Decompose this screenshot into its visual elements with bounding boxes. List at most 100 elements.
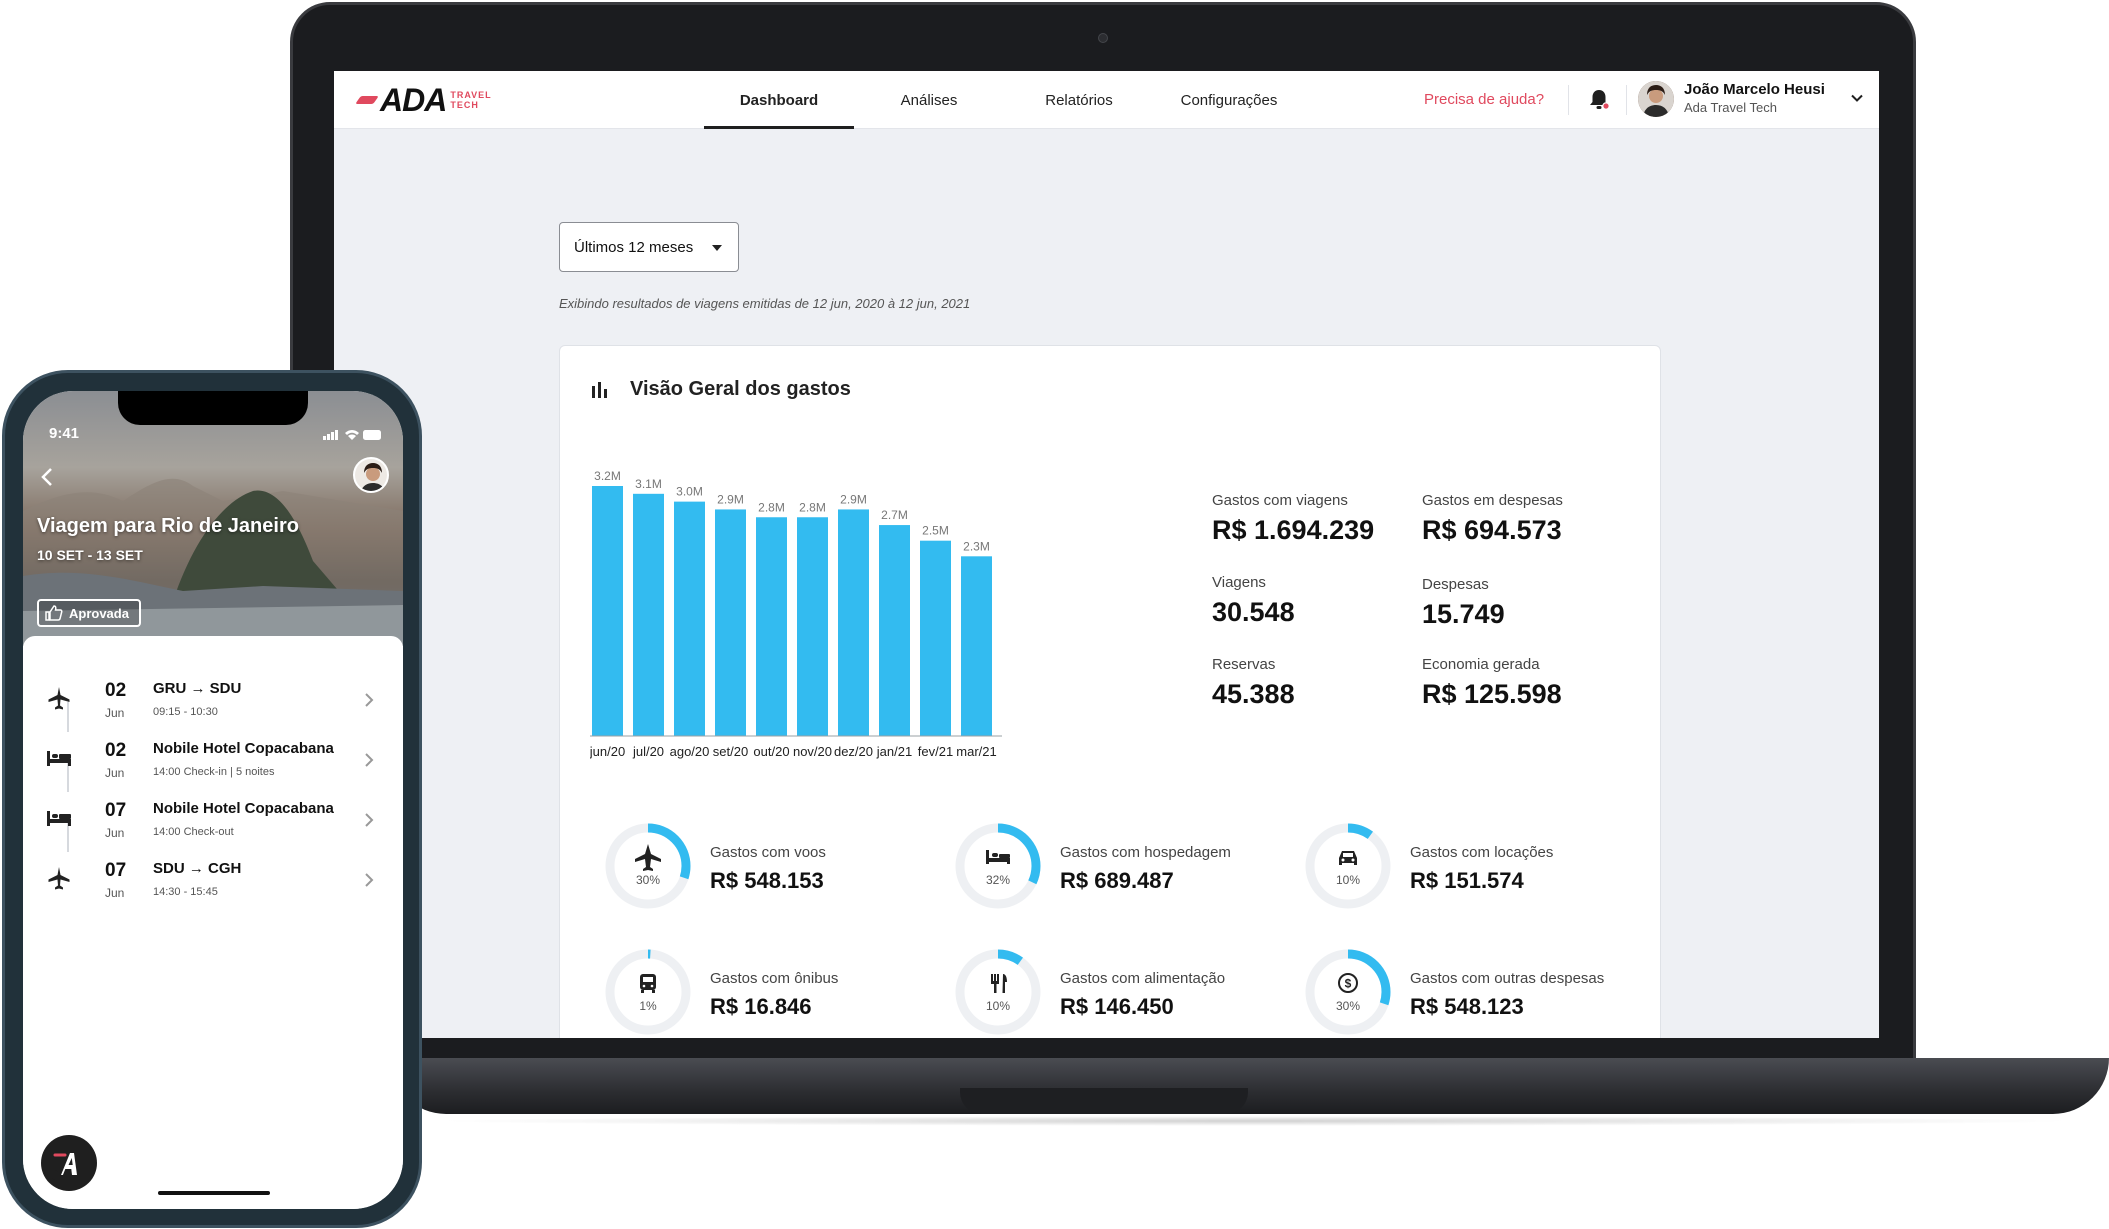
bar-jul/20[interactable] [633,493,664,736]
card-title: Visão Geral dos gastos [630,378,851,400]
stat-reservas: Reservas 45.388 [1212,656,1295,710]
itinerary-item[interactable]: 07 Jun SDU → CGH 14:30 - 15:45 [23,842,403,922]
bar-value-label: 2.8M [758,500,785,514]
help-link[interactable]: Precisa de ajuda? [1424,91,1545,108]
top-navigation: ADA TRAVEL TECH Dashboard Análises Relat… [334,71,1879,129]
item-day: 07 [105,860,127,881]
donut-arc [1305,823,1391,909]
category-value: R$ 548.153 [710,868,824,893]
donut-arc [605,823,691,909]
bar-set/20[interactable] [715,509,746,736]
trip-hero-image: 9:41 Viagem para Rio de Janeiro 10 SET -… [23,391,403,646]
item-subtitle: 14:30 - 15:45 [153,886,218,898]
item-day: 02 [105,680,127,701]
stat-label: Despesas [1422,576,1489,593]
x-tick-label: fev/21 [918,744,953,759]
category-label: Gastos com ônibus [710,970,839,987]
bar-jan/21[interactable] [879,525,910,736]
x-tick-label: dez/20 [834,744,873,759]
trip-dates: 10 SET - 13 SET [37,547,143,563]
item-month: Jun [105,826,125,840]
stat-label: Reservas [1212,656,1276,673]
x-tick-label: ago/20 [670,744,710,759]
bar-nov/20[interactable] [797,517,828,736]
logo-mark-icon [355,96,379,104]
tab-relatorios[interactable]: Relatórios [1045,91,1113,109]
logo-subtitle-line-1: TRAVEL [450,90,492,100]
item-title: Nobile Hotel Copacabana [153,800,334,817]
dashboard-screen: ADA TRAVEL TECH Dashboard Análises Relat… [334,71,1879,1038]
donut-onibus: 1% [605,949,691,1035]
bar-dez/20[interactable] [838,509,869,736]
category-label: Gastos com hospedagem [1060,844,1231,861]
item-subtitle: 14:00 Check-out [153,826,234,838]
period-note: Exibindo resultados de viagens emitidas … [559,296,971,311]
stat-label: Economia gerada [1422,656,1540,673]
laptop-shadow [430,1116,2080,1126]
phone-notch [118,391,308,425]
cutlery-icon [991,974,1007,993]
bar-out/20[interactable] [756,517,787,736]
category-label: Gastos com voos [710,844,826,861]
logo[interactable]: ADA TRAVEL TECH [355,81,492,118]
bar-ago/20[interactable] [674,501,705,736]
stat-value: R$ 125.598 [1422,679,1562,709]
stat-label: Viagens [1212,574,1266,591]
sugarloaf-mountain-image [23,478,403,646]
donut-percent: 30% [636,873,660,887]
item-title: SDU → CGH [153,860,242,877]
category-alimentacao: 10% Gastos com alimentação R$ 146.450 [952,946,1292,1038]
thumbs-up-icon [45,605,63,621]
chevron-right-icon [365,753,374,767]
bed-icon [986,850,1010,864]
period-select[interactable]: Últimos 12 meses [559,222,739,272]
x-tick-label: set/20 [713,744,748,759]
itinerary-item[interactable]: 02 Jun GRU → SDU 09:15 - 10:30 [23,662,403,742]
status-badge-label: Aprovada [69,605,129,621]
tab-dashboard[interactable]: Dashboard [704,71,854,129]
donut-outras-despesas: $ 30% [1305,949,1391,1035]
bar-value-label: 2.5M [922,524,949,538]
stat-despesas: Despesas 15.749 [1422,576,1505,630]
bed-icon [47,811,71,826]
chevron-down-icon[interactable] [1850,91,1864,105]
bar-jun/20[interactable] [592,486,623,736]
item-month: Jun [105,886,125,900]
logo-text: ADA [380,81,447,118]
category-label: Gastos com alimentação [1060,970,1226,987]
plane-icon [48,867,70,890]
donut-hospedagem: 32% [955,823,1041,909]
bar-value-label: 3.2M [594,469,621,483]
back-arrow-icon[interactable] [37,466,59,488]
avatar[interactable] [353,457,389,493]
spending-overview-card: Visão Geral dos gastos 3.2M jun/20 3.1M jul… [559,345,1661,1038]
stat-label: Gastos em despesas [1422,492,1563,509]
tab-configuracoes[interactable]: Configurações [1180,91,1278,109]
itinerary-item[interactable]: 07 Jun Nobile Hotel Copacabana 14:00 Che… [23,782,403,862]
category-voos: 30% Gastos com voos R$ 548.153 [602,820,942,930]
category-value: R$ 151.574 [1410,868,1524,893]
category-label: Gastos com outras despesas [1410,970,1605,987]
itinerary-item[interactable]: 02 Jun Nobile Hotel Copacabana 14:00 Che… [23,722,403,802]
category-value: R$ 548.123 [1410,994,1524,1019]
tab-analises[interactable]: Análises [900,91,958,109]
assistant-button[interactable] [41,1135,97,1191]
status-badge: Aprovada [37,599,141,627]
bar-mar/21[interactable] [961,556,992,736]
laptop-hinge-notch [960,1088,1248,1114]
ada-logo-icon [50,1153,77,1181]
item-subtitle: 14:00 Check-in | 5 noites [153,766,275,778]
stat-value: 30.548 [1212,597,1295,627]
donut-track [955,949,1041,1035]
notification-bell-icon[interactable] [1586,87,1612,113]
bar-value-label: 3.1M [635,477,662,491]
stat-economia: Economia gerada R$ 125.598 [1422,656,1562,710]
bar-fev/21[interactable] [920,540,951,736]
category-label: Gastos com locações [1410,844,1554,861]
x-tick-label: nov/20 [793,744,832,759]
chevron-right-icon [365,693,374,707]
bar-value-label: 2.7M [881,508,908,522]
timeline-line [67,822,69,852]
user-avatar[interactable] [1638,81,1674,117]
plane-icon [635,844,661,871]
